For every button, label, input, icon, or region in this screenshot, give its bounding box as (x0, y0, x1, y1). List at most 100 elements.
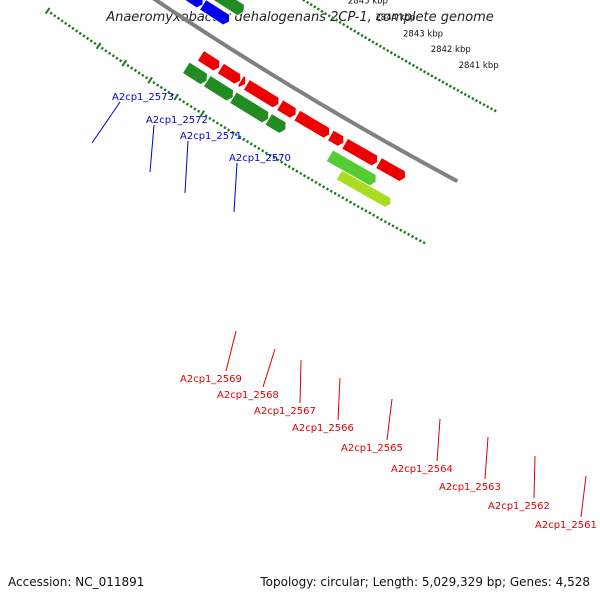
ruler-tick-upper (434, 76, 438, 80)
gene-block-lower-red (341, 137, 379, 167)
kbp-marker: 2842 kbp (431, 45, 471, 55)
ruler-tick-lower (155, 83, 160, 87)
gene-label: A2cp1_2573 (112, 92, 174, 103)
ruler-tick-lower (141, 73, 145, 78)
gene-block-lower-green (181, 61, 208, 86)
ruler-tick-lower (422, 241, 426, 245)
ruler-tick-lower (204, 114, 208, 118)
ruler-tick-lower (215, 121, 219, 125)
ruler-tick-upper (316, 7, 320, 11)
ruler-tick-lower (71, 26, 75, 31)
ruler-tick-lower (379, 217, 383, 222)
ruler-tick-lower (299, 171, 303, 176)
ruler-tick-lower (418, 239, 422, 243)
gene-leader-line (337, 377, 341, 421)
gene-leader-line (299, 359, 302, 404)
ruler-tick-upper (320, 9, 324, 13)
gene-label: A2cp1_2572 (146, 115, 208, 126)
ruler-tick-lower (167, 90, 171, 94)
gene-label: A2cp1_2562 (488, 501, 550, 512)
ruler-tick-lower (118, 59, 123, 63)
ruler-tick-lower (306, 176, 310, 180)
ruler-tick-lower (272, 156, 276, 160)
ruler-tick-lower (268, 153, 272, 157)
ruler-tick-lower (133, 68, 138, 73)
ruler-tick-lower (407, 232, 411, 237)
ruler-tick-lower (199, 110, 206, 118)
ruler-tick-upper (400, 57, 404, 61)
ruler-tick-upper (463, 92, 467, 97)
ruler-tick-upper (460, 90, 464, 95)
ruler-tick-lower (173, 93, 179, 101)
ruler-tick-lower (212, 119, 216, 123)
ruler-tick-lower (291, 167, 295, 171)
ruler-tick-lower (147, 76, 153, 84)
gene-block-lower-red (216, 62, 242, 85)
kbp-marker: 2843 kbp (403, 29, 443, 39)
gene-label: A2cp1_2566 (292, 423, 354, 434)
ruler-tick-lower (197, 109, 201, 113)
ruler-tick-lower (100, 46, 104, 51)
gene-layer (181, 0, 406, 208)
ruler-tick-upper (411, 63, 415, 68)
ruler-tick-lower (249, 142, 253, 146)
ruler-tick-upper (489, 107, 493, 111)
map-title: Anaeromyxobacter dehalogenans 2CP-1, com… (106, 10, 494, 25)
accession-text: Accession: NC_011891 (8, 575, 145, 589)
gene-block-lower-red (236, 75, 247, 88)
ruler-tick-lower (67, 24, 72, 28)
ruler-tick-lower (318, 182, 322, 187)
kbp-marker: 2841 kbp (459, 61, 499, 71)
ruler-tick-upper (334, 18, 339, 22)
ruler-tick-upper (338, 20, 342, 24)
ruler-tick-lower (185, 102, 190, 106)
ruler-tick-upper (426, 72, 430, 76)
ruler-tick-lower (310, 178, 314, 182)
ruler-tick-upper (415, 65, 419, 70)
ruler-tick-upper (371, 40, 375, 44)
ruler-tick-lower (121, 59, 128, 67)
ruler-tick-lower (322, 185, 326, 189)
gene-block-lower-green (229, 91, 270, 124)
ruler-tick-upper (452, 86, 456, 90)
ruler-tick-lower (85, 36, 90, 41)
ruler-tick-lower (360, 207, 364, 211)
gene-block-lower-red (276, 99, 297, 119)
ruler-tick-upper (408, 61, 412, 65)
gene-leader-line (91, 101, 121, 144)
gene-label: A2cp1_2564 (391, 464, 453, 475)
gene-leader-line (580, 475, 587, 518)
ruler-tick-lower (53, 14, 57, 18)
ruler-tick-lower (414, 236, 418, 241)
gene-block-lower-yellowgreen (335, 169, 392, 208)
ruler-tick-lower (242, 137, 246, 141)
gene-label: A2cp1_2561 (535, 520, 597, 531)
ruler-tick-lower (261, 149, 265, 153)
ruler-tick-lower (107, 51, 112, 56)
ruler-tick-lower (170, 92, 175, 97)
ruler-tick-lower (372, 213, 376, 217)
ruler-tick-lower (337, 193, 341, 198)
ruler-tick-lower (257, 146, 261, 151)
ruler-tick-upper (342, 22, 346, 27)
ruler-tick-lower (227, 128, 231, 132)
gene-leader-line (233, 162, 238, 213)
gene-leader-line (484, 436, 489, 480)
gene-label: A2cp1_2569 (180, 374, 242, 385)
ruler-tick-lower (219, 123, 223, 127)
ruler-tick-lower (295, 169, 299, 173)
ruler-tick-upper (482, 103, 486, 107)
ruler-tick-upper (437, 78, 441, 82)
ruler-tick-lower (276, 158, 280, 162)
ruler-tick-upper (302, 0, 306, 2)
gene-block-lower-green (264, 113, 287, 134)
gene-block-lower-red (293, 109, 330, 139)
gene-block-upper-blue (184, 0, 204, 9)
ruler-tick-upper (360, 33, 364, 38)
ruler-tick-lower (280, 160, 284, 164)
gene-label: A2cp1_2565 (341, 443, 403, 454)
ruler-tick-lower (95, 42, 102, 50)
ruler-tick-upper (478, 101, 482, 105)
gene-block-lower-red (326, 129, 345, 147)
kbp-marker: 2844 kbp (375, 13, 415, 23)
